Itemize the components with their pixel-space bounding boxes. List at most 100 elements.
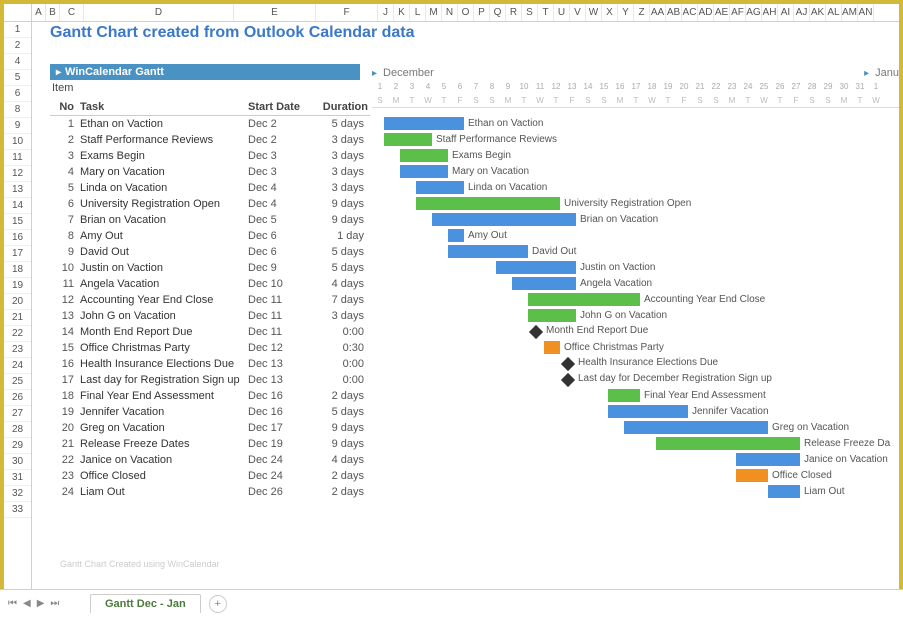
col-header[interactable]: A [32,4,46,21]
table-row[interactable]: 5Linda on VacationDec 43 daysLinda on Va… [50,180,899,196]
table-row[interactable]: 13John G on VacationDec 113 daysJohn G o… [50,308,899,324]
table-row[interactable]: 14Month End Report DueDec 110:00Month En… [50,324,899,340]
table-row[interactable]: 11Angela VacationDec 104 daysAngela Vaca… [50,276,899,292]
row-header[interactable]: 20 [4,294,31,310]
row-header[interactable]: 2 [4,38,31,54]
row-header[interactable]: 11 [4,150,31,166]
gantt-bar[interactable]: Staff Performance Reviews [384,133,432,146]
gantt-bar[interactable]: Final Year End Assessment [608,389,640,402]
col-header[interactable]: AI [778,4,794,21]
row-header[interactable]: 18 [4,262,31,278]
gantt-bar[interactable]: Greg on Vacation [624,421,768,434]
table-row[interactable]: 24Liam OutDec 262 daysLiam Out [50,484,899,500]
col-header[interactable]: AA [650,4,666,21]
gantt-bar[interactable]: Office Closed [736,469,768,482]
col-header[interactable]: X [602,4,618,21]
gantt-bar[interactable]: Linda on Vacation [416,181,464,194]
gantt-bar[interactable]: Ethan on Vaction [384,117,464,130]
row-header[interactable]: 24 [4,358,31,374]
col-header[interactable]: J [378,4,394,21]
gantt-bar[interactable]: Janice on Vacation [736,453,800,466]
row-header[interactable]: 16 [4,230,31,246]
gantt-bar[interactable]: Amy Out [448,229,464,242]
table-row[interactable]: 18Final Year End AssessmentDec 162 daysF… [50,388,899,404]
col-header[interactable]: AG [746,4,762,21]
row-header[interactable]: 12 [4,166,31,182]
row-header[interactable]: 1 [4,22,31,38]
col-header[interactable]: P [474,4,490,21]
col-header[interactable]: O [458,4,474,21]
row-header[interactable]: 13 [4,182,31,198]
gantt-bar[interactable]: Angela Vacation [512,277,576,290]
gantt-bar[interactable]: Exams Begin [400,149,448,162]
add-sheet-button[interactable]: + [209,595,227,613]
col-header[interactable]: S [522,4,538,21]
table-row[interactable]: 10Justin on VactionDec 95 daysJustin on … [50,260,899,276]
gantt-bar[interactable]: Justin on Vaction [496,261,576,274]
gantt-bar[interactable]: Office Christmas Party [544,341,560,354]
table-row[interactable]: 21Release Freeze DatesDec 199 daysReleas… [50,436,899,452]
col-header[interactable]: AB [666,4,682,21]
row-header[interactable]: 28 [4,422,31,438]
table-row[interactable]: 9David OutDec 65 daysDavid Out [50,244,899,260]
gantt-bar[interactable]: Jennifer Vacation [608,405,688,418]
col-header[interactable]: AD [698,4,714,21]
table-row[interactable]: 15Office Christmas PartyDec 120:30Office… [50,340,899,356]
col-header[interactable]: E [234,4,316,21]
col-header[interactable]: Y [618,4,634,21]
col-header[interactable]: D [84,4,234,21]
row-header[interactable]: 26 [4,390,31,406]
row-header[interactable]: 8 [4,102,31,118]
table-row[interactable]: 7Brian on VacationDec 59 daysBrian on Va… [50,212,899,228]
col-header[interactable]: U [554,4,570,21]
tab-next-icon[interactable]: ▶ [35,598,47,609]
col-header[interactable]: Z [634,4,650,21]
row-header[interactable]: 32 [4,486,31,502]
gantt-bar[interactable]: Release Freeze Da [656,437,800,450]
gantt-bar[interactable]: Liam Out [768,485,800,498]
col-header[interactable]: AJ [794,4,810,21]
col-header[interactable]: AC [682,4,698,21]
gantt-bar[interactable]: David Out [448,245,528,258]
gantt-bar[interactable]: John G on Vacation [528,309,576,322]
milestone-icon[interactable] [561,357,575,371]
col-header[interactable]: AF [730,4,746,21]
table-row[interactable]: 8Amy OutDec 61 dayAmy Out [50,228,899,244]
prev-month-icon[interactable]: ▸ [372,68,377,79]
row-header[interactable]: 15 [4,214,31,230]
col-header[interactable]: N [442,4,458,21]
table-row[interactable]: 4Mary on VacationDec 33 daysMary on Vaca… [50,164,899,180]
col-header[interactable]: AH [762,4,778,21]
row-header[interactable]: 23 [4,342,31,358]
row-header[interactable]: 19 [4,278,31,294]
next-month-icon[interactable]: ▸ [864,68,869,79]
gantt-bar[interactable]: Mary on Vacation [400,165,448,178]
col-header[interactable]: B [46,4,60,21]
table-row[interactable]: 23Office ClosedDec 242 daysOffice Closed [50,468,899,484]
row-header[interactable]: 29 [4,438,31,454]
table-row[interactable]: 2Staff Performance ReviewsDec 23 daysSta… [50,132,899,148]
row-header[interactable]: 4 [4,54,31,70]
gantt-bar[interactable]: Accounting Year End Close [528,293,640,306]
milestone-icon[interactable] [529,325,543,339]
col-header[interactable]: AE [714,4,730,21]
tab-prev-icon[interactable]: ◀ [21,598,33,609]
table-row[interactable]: 17Last day for Registration Sign upDec 1… [50,372,899,388]
col-header[interactable]: F [316,4,378,21]
table-row[interactable]: 20Greg on VacationDec 179 daysGreg on Va… [50,420,899,436]
col-header[interactable]: AN [858,4,874,21]
col-header[interactable]: R [506,4,522,21]
col-header[interactable]: AM [842,4,858,21]
row-header[interactable]: 33 [4,502,31,518]
col-header[interactable]: L [410,4,426,21]
row-header[interactable]: 10 [4,134,31,150]
col-header[interactable]: AL [826,4,842,21]
sheet-content[interactable]: Gantt Chart created from Outlook Calenda… [32,22,899,613]
table-row[interactable]: 22Janice on VacationDec 244 daysJanice o… [50,452,899,468]
col-header[interactable]: M [426,4,442,21]
col-header[interactable]: T [538,4,554,21]
tab-gantt[interactable]: Gantt Dec - Jan [90,594,201,613]
col-header[interactable]: C [60,4,84,21]
col-header[interactable]: W [586,4,602,21]
row-header[interactable]: 21 [4,310,31,326]
